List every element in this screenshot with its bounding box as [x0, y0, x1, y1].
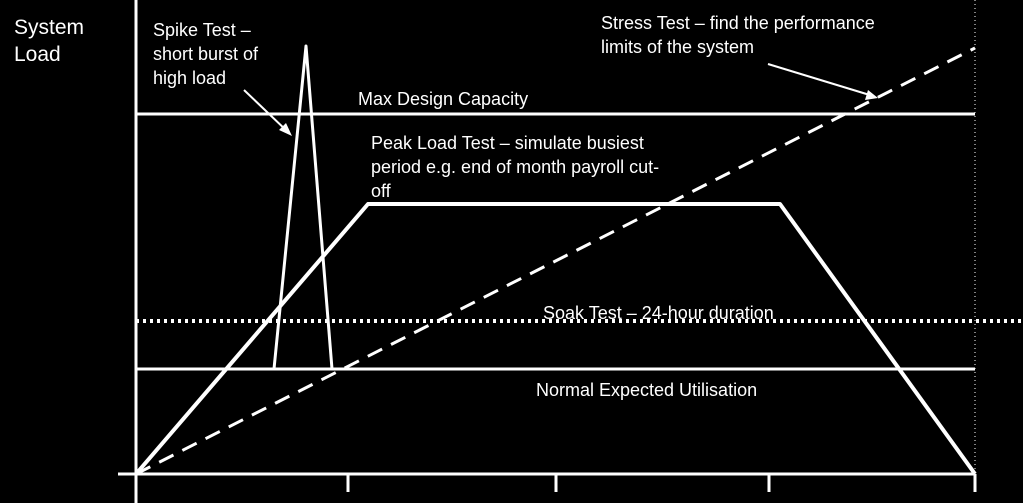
spike-test-annotation: Spike Test – short burst of high load	[153, 18, 258, 90]
peak-load-curve	[134, 202, 977, 476]
annotation-line: Stress Test – find the performance	[601, 13, 875, 33]
normal-utilisation-label: Normal Expected Utilisation	[536, 380, 758, 400]
annotation-line: high load	[153, 68, 227, 88]
y-axis-label-line: Load	[14, 43, 61, 66]
stress-test-annotation: Stress Test – find the performance limit…	[601, 11, 875, 59]
y-axis-label: System Load	[14, 14, 84, 68]
soak-test-label: Soak Test – 24-hour duration	[543, 303, 774, 323]
max-design-capacity-label: Max Design Capacity	[358, 89, 529, 109]
y-axis-label-line: System	[14, 16, 85, 39]
annotation-line: Peak Load Test – simulate busiest	[371, 133, 644, 153]
stress-test-line	[135, 46, 976, 476]
spike-test-curve	[272, 44, 334, 370]
stress-callout-arrow	[767, 63, 878, 100]
annotation-line: short burst of	[153, 44, 259, 64]
peak-load-test-annotation: Peak Load Test – simulate busiest period…	[371, 131, 659, 203]
annotation-line: period e.g. end of month payroll cut-	[371, 157, 660, 177]
spike-callout-arrow	[243, 89, 292, 136]
annotation-line: off	[371, 181, 391, 201]
annotation-line: Spike Test –	[153, 20, 251, 40]
annotation-line: limits of the system	[601, 37, 755, 57]
